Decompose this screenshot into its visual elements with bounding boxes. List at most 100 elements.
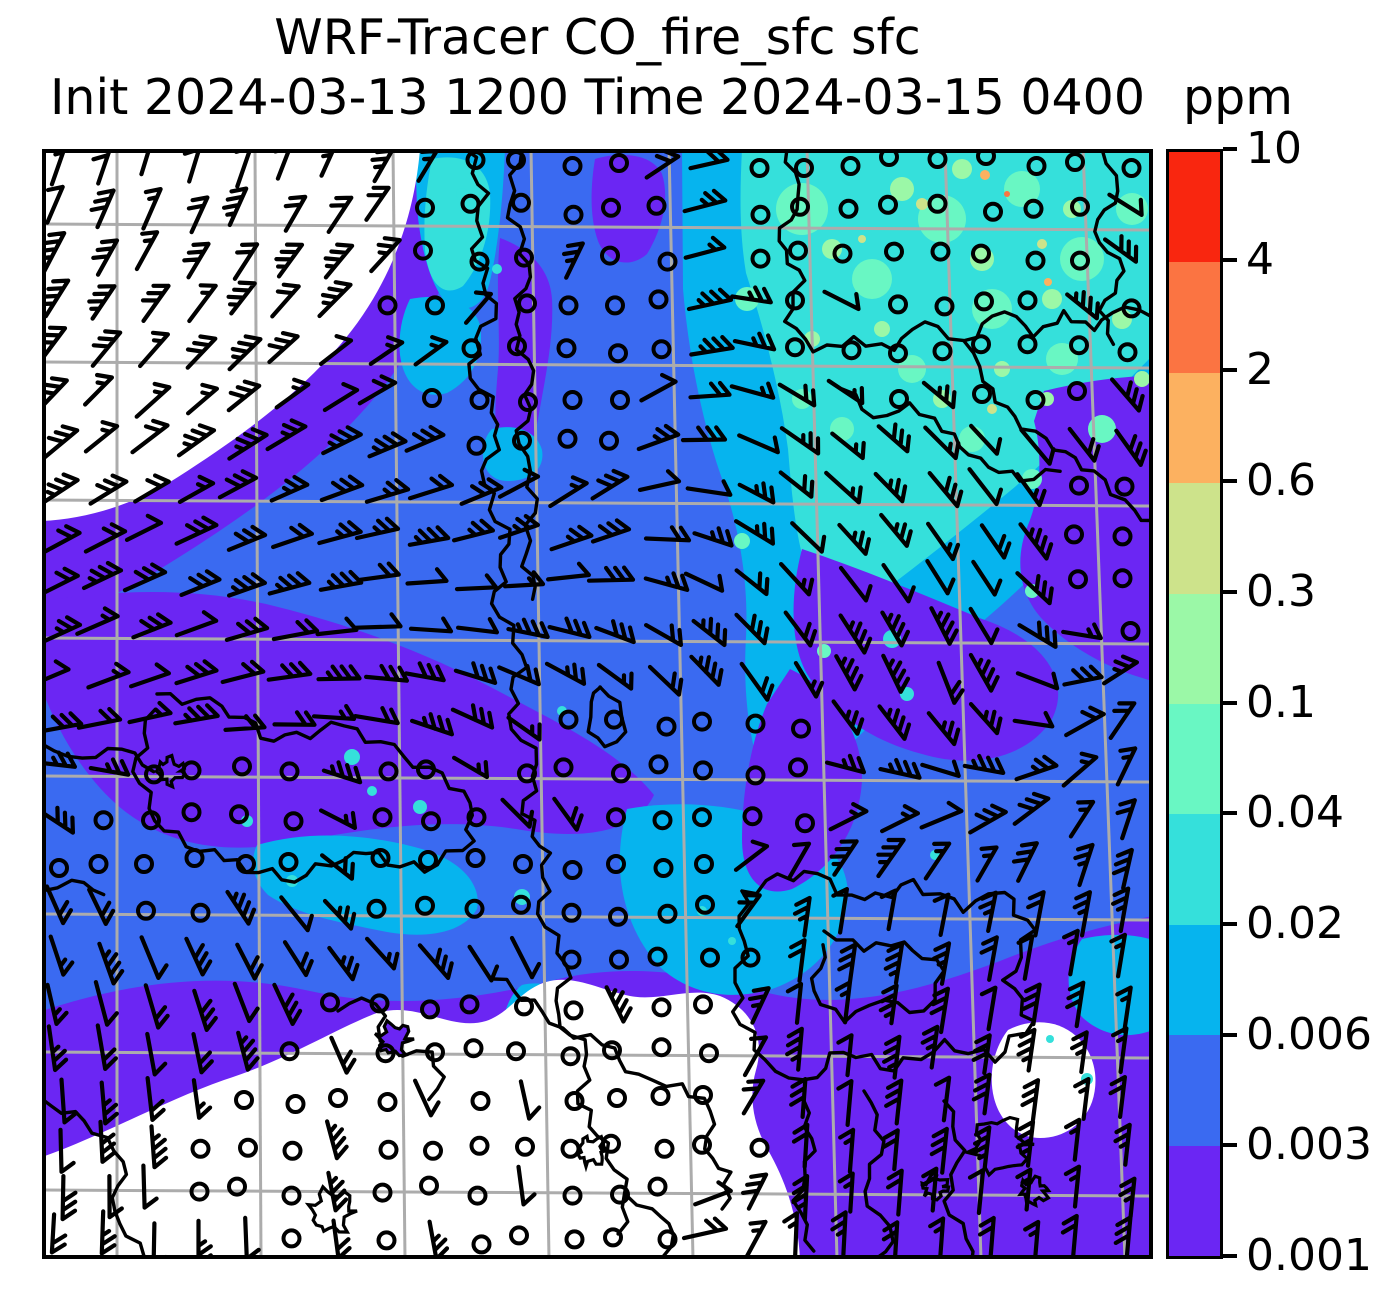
field-turquoise-northeast bbox=[740, 149, 1153, 609]
colorbar-tick bbox=[1223, 257, 1237, 262]
calm-wind-circle bbox=[878, 194, 898, 215]
mottle-red bbox=[1004, 191, 1010, 197]
calm-wind-circle bbox=[599, 430, 619, 451]
plot-title: WRF-Tracer CO_fire_sfc sfc bbox=[274, 9, 921, 66]
calm-wind-circle bbox=[1070, 250, 1090, 271]
graticule-parallel bbox=[42, 1050, 1153, 1060]
mottle-palegreen bbox=[952, 159, 972, 179]
calm-wind-circle bbox=[561, 902, 582, 923]
mottle-palegreen bbox=[994, 361, 1010, 377]
field-skyblue-east-patch bbox=[1068, 934, 1153, 1036]
calm-wind-circle bbox=[509, 1225, 529, 1246]
calm-wind-circle bbox=[557, 428, 578, 449]
calm-wind-circle bbox=[927, 193, 948, 214]
calm-wind-circle bbox=[695, 894, 715, 915]
wind-barbs bbox=[42, 149, 1148, 1259]
mottle-khaki bbox=[1037, 239, 1047, 249]
graticule-parallel bbox=[42, 774, 1153, 784]
calm-wind-circle bbox=[650, 1086, 671, 1106]
calm-wind-circle bbox=[651, 997, 672, 1018]
calm-wind-circle bbox=[976, 149, 996, 166]
calm-wind-circle bbox=[1026, 156, 1047, 176]
calm-wind-circle bbox=[1064, 524, 1084, 545]
mottle-palegreen bbox=[1042, 289, 1062, 309]
calm-wind-circle bbox=[791, 718, 811, 739]
calm-wind-circle bbox=[518, 392, 538, 412]
calm-wind-circle bbox=[416, 759, 436, 780]
speckle-turquoise bbox=[492, 264, 502, 274]
map-canvas bbox=[42, 149, 1153, 1259]
calm-wind-circle bbox=[608, 906, 628, 927]
graticule-lines bbox=[42, 149, 1153, 1259]
calm-wind-circle bbox=[184, 848, 205, 868]
calm-wind-circle bbox=[513, 854, 533, 874]
calm-wind-circle bbox=[888, 294, 908, 315]
calm-wind-circle bbox=[790, 196, 810, 217]
calm-wind-circle bbox=[750, 204, 771, 225]
calm-wind-circle bbox=[1112, 568, 1133, 589]
calm-wind-circle bbox=[788, 240, 808, 261]
calm-wind-circle bbox=[785, 337, 805, 358]
calm-wind-circle bbox=[749, 1137, 770, 1158]
colorbar-tick bbox=[1223, 368, 1237, 373]
calm-wind-circle bbox=[657, 251, 678, 272]
calm-wind-circle bbox=[281, 1185, 302, 1206]
mottle-orange bbox=[980, 170, 990, 180]
calm-wind-circle bbox=[601, 197, 621, 218]
calm-wind-circle bbox=[422, 388, 442, 408]
calm-wind-circle bbox=[466, 807, 487, 828]
calm-wind-circle bbox=[1070, 196, 1090, 217]
colorbar-tick-label: 0.006 bbox=[1246, 1008, 1372, 1060]
calm-wind-circle bbox=[610, 1184, 630, 1205]
calm-wind-circle bbox=[888, 343, 908, 364]
calm-wind-circle bbox=[234, 1090, 254, 1110]
calm-wind-circle bbox=[512, 430, 532, 451]
calm-wind-circle bbox=[794, 158, 814, 178]
calm-wind-circle bbox=[463, 1038, 484, 1059]
calm-wind-circle bbox=[376, 1230, 397, 1251]
calm-wind-circle bbox=[466, 435, 487, 456]
calm-wind-circle bbox=[610, 390, 630, 410]
calm-wind-circle bbox=[229, 804, 249, 825]
calm-wind-circle bbox=[562, 156, 583, 176]
calm-wind-circle bbox=[983, 201, 1003, 222]
colorbar-tick-label: 0.02 bbox=[1246, 897, 1344, 949]
field-white-northwest bbox=[42, 149, 420, 521]
graticule-meridian bbox=[1081, 149, 1127, 1259]
colorbar-tick bbox=[1223, 589, 1237, 594]
calm-wind-circle bbox=[469, 390, 490, 410]
coastline bbox=[42, 1097, 146, 1259]
calm-wind-circle bbox=[563, 1000, 584, 1021]
colorbar-tick-label: 0.04 bbox=[1246, 787, 1344, 839]
graticule-meridian bbox=[529, 149, 551, 1259]
calm-wind-circle bbox=[459, 994, 480, 1015]
calm-wind-circle bbox=[608, 343, 628, 364]
calm-wind-circle bbox=[377, 1092, 398, 1112]
mottle-palegreen bbox=[822, 239, 842, 259]
mottle-khaki bbox=[858, 235, 866, 243]
calm-wind-circle bbox=[694, 854, 714, 874]
calm-wind-circle bbox=[419, 1175, 439, 1196]
calm-wind-circle bbox=[654, 1138, 675, 1159]
calm-wind-circle bbox=[558, 295, 579, 316]
calm-wind-circle bbox=[934, 296, 955, 317]
mottle-orange bbox=[1044, 278, 1052, 286]
calm-wind-circle bbox=[413, 240, 433, 261]
calm-wind-circle bbox=[930, 241, 951, 262]
calm-wind-circle bbox=[648, 754, 669, 775]
coastline bbox=[942, 1099, 975, 1259]
calm-wind-circle bbox=[369, 993, 390, 1014]
calm-wind-circle bbox=[279, 761, 300, 782]
calm-wind-circle bbox=[693, 760, 713, 781]
calm-wind-circle bbox=[600, 245, 620, 266]
colorbar-tick-label: 10 bbox=[1246, 123, 1302, 174]
mottle-palegreen bbox=[1134, 371, 1150, 387]
mottle-aquamarine bbox=[830, 417, 854, 441]
calm-wind-circle bbox=[1023, 198, 1044, 219]
graticule-parallel bbox=[42, 912, 1153, 922]
calm-wind-circle bbox=[515, 1136, 535, 1157]
colorbar-tick bbox=[1223, 1032, 1237, 1037]
calm-wind-circle bbox=[93, 810, 114, 831]
calm-wind-circle bbox=[1114, 476, 1135, 497]
